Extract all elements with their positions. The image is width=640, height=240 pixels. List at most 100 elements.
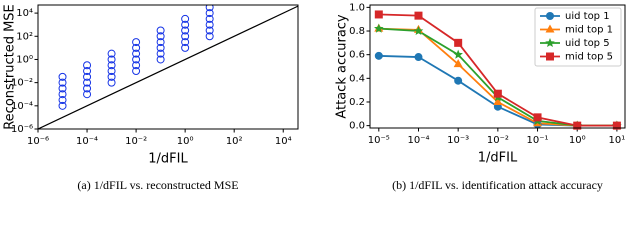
scatter-point	[181, 32, 190, 41]
scatter-point	[58, 84, 67, 93]
scatter-point	[205, 5, 214, 12]
scatter-point	[181, 38, 190, 47]
scatter-point	[156, 26, 165, 35]
chart: 10⁻⁵ 10⁻⁴ 10⁻³ 10⁻² 10⁻¹ 10⁰ 10¹ 0.0 0.2 0.4 0.6 0.…	[335, 2, 626, 192]
scatter-point	[83, 90, 92, 99]
scatter-point	[83, 72, 92, 81]
scatter-point	[58, 72, 67, 81]
x-tick-label: 10⁻⁴	[76, 136, 98, 147]
legend: uid top 1 mid top 1 uid top 5 mid top 5	[534, 7, 622, 67]
identity-line	[38, 5, 298, 129]
page: {"chart_data": [ {"type": "scatter", "xl…	[2, 2, 626, 192]
x-tick-label: 10²	[226, 136, 243, 147]
scatter-point	[181, 20, 190, 29]
scatter-point	[83, 84, 92, 93]
marker	[414, 53, 423, 62]
legend-marker	[546, 12, 554, 20]
y-tick-label: 10⁰	[16, 54, 33, 65]
y-tick-label: 10⁻²	[11, 78, 33, 89]
x-tick-label: 10⁻²	[125, 136, 147, 147]
legend-label: uid top 5	[565, 38, 610, 49]
scatter-point	[156, 43, 165, 52]
scatter-point	[58, 78, 67, 87]
x-tick-label: 10⁰	[177, 136, 194, 147]
legend-marker	[546, 52, 554, 61]
scatter-point	[107, 49, 116, 58]
y-tick-label: 0.2	[349, 97, 365, 108]
scatter-point	[156, 49, 165, 58]
x-tick-label: 10⁻⁶	[27, 136, 49, 147]
marker	[493, 89, 502, 98]
y-tick-label: 10²	[16, 31, 33, 42]
scatter-point	[181, 26, 190, 35]
y-tick-label: 10⁴	[16, 8, 33, 19]
y-axis-label: Attack accuracy	[335, 14, 350, 119]
scatter-point	[107, 55, 116, 64]
scatter-point	[205, 14, 214, 23]
y-tick-label: 10⁻⁶	[11, 124, 33, 135]
marker	[413, 26, 424, 36]
marker	[414, 11, 423, 20]
chart: 10⁻⁶ 10⁻⁴ 10⁻² 10⁰ 10² 10⁴ 10⁻⁶ 10⁻⁴ 10⁻² 10⁰ 10² 1…	[3, 4, 299, 192]
x-axis-label: 1/dFIL	[478, 151, 518, 166]
y-tick-label: 0.4	[349, 73, 365, 84]
x-tick-label: 10⁴	[275, 136, 292, 147]
legend-box	[534, 7, 622, 67]
x-tick-label: 10⁻¹	[527, 135, 549, 146]
x-tick-label: 10⁻⁵	[368, 135, 390, 146]
scatter-point	[58, 90, 67, 99]
x-tick-label: 10⁻²	[487, 135, 509, 146]
scatter-point	[132, 43, 141, 52]
scatter-point	[181, 43, 190, 52]
marker	[374, 10, 383, 19]
scatter-point	[107, 61, 116, 70]
figure: 10⁻⁶ 10⁻⁴ 10⁻² 10⁰ 10² 10⁴ 10⁻⁶ 10⁻⁴ 10⁻² 10⁰ 10² 1…	[3, 2, 626, 192]
scatter-point	[83, 61, 92, 70]
scatter-point	[83, 78, 92, 87]
scatter-point	[132, 38, 141, 47]
scatter-point	[205, 26, 214, 35]
legend-marker	[545, 38, 555, 48]
scatter-point	[58, 96, 67, 105]
y-axis-label: Reconstructed MSE	[3, 4, 18, 130]
plot-frame	[369, 4, 626, 129]
plot-frame	[37, 4, 299, 130]
scatter-point	[132, 61, 141, 70]
marker	[493, 96, 503, 105]
scatter-point	[205, 32, 214, 41]
marker	[533, 113, 542, 122]
x-tick-label: 10⁻³	[447, 135, 469, 146]
caption: (a) 1/dFIL vs. reconstructed MSE	[77, 178, 238, 192]
marker	[453, 59, 463, 68]
legend-label: uid top 1	[565, 11, 610, 22]
marker	[453, 49, 463, 59]
scatter-point	[205, 20, 214, 29]
marker	[573, 121, 582, 130]
marker	[374, 51, 383, 60]
legend-marker	[545, 24, 555, 33]
legend-label: mid top 1	[565, 25, 613, 36]
scatter-point	[83, 67, 92, 76]
y-tick-label: 0.0	[349, 121, 365, 132]
marker	[374, 23, 384, 33]
scatter-point	[107, 72, 116, 81]
caption: (b) 1/dFIL vs. identification attack acc…	[392, 178, 603, 192]
scatter-point	[107, 67, 116, 76]
marker	[454, 38, 463, 47]
x-tick-label: 10¹	[609, 135, 626, 146]
scatter-point	[132, 49, 141, 58]
y-tick-label: 0.6	[349, 50, 365, 61]
y-tick-label: 10⁻⁴	[11, 101, 33, 112]
scatter-point	[132, 55, 141, 64]
x-tick-label: 10⁰	[569, 135, 586, 146]
scatter-point	[132, 67, 141, 76]
scatter-point	[107, 78, 116, 87]
y-tick-label: 1.0	[349, 2, 365, 13]
marker	[612, 121, 621, 130]
scatter-point	[156, 55, 165, 64]
legend-label: mid top 5	[565, 52, 613, 63]
x-tick-label: 10⁻⁴	[407, 135, 429, 146]
plot-area	[38, 5, 298, 129]
scatter-point	[156, 32, 165, 41]
scatter-point	[181, 14, 190, 23]
